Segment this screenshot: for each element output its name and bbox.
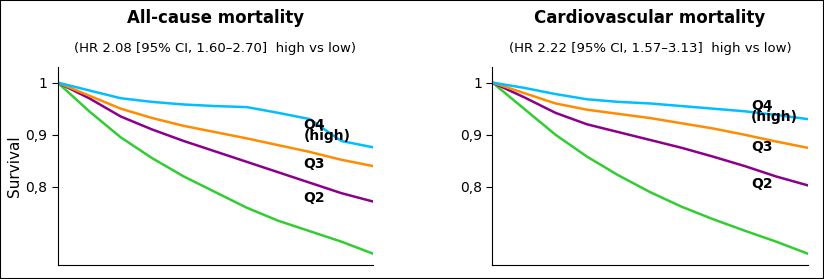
Text: Q3: Q3 xyxy=(751,140,772,154)
Text: Q4: Q4 xyxy=(303,118,325,132)
Text: (high): (high) xyxy=(303,129,350,143)
Text: (HR 2.08 [95% CI, 1.60–2.70]  high vs low): (HR 2.08 [95% CI, 1.60–2.70] high vs low… xyxy=(74,42,356,55)
Text: Q4: Q4 xyxy=(751,99,772,113)
Text: Q3: Q3 xyxy=(303,157,325,171)
Y-axis label: Survival: Survival xyxy=(7,135,22,197)
Text: Cardiovascular mortality: Cardiovascular mortality xyxy=(535,9,765,27)
Text: (HR 2.22 [95% CI, 1.57–3.13]  high vs low): (HR 2.22 [95% CI, 1.57–3.13] high vs low… xyxy=(508,42,791,55)
Text: All-cause mortality: All-cause mortality xyxy=(127,9,304,27)
Text: (high): (high) xyxy=(751,110,798,124)
Text: Q2: Q2 xyxy=(751,177,772,191)
Text: Q2: Q2 xyxy=(303,191,325,205)
